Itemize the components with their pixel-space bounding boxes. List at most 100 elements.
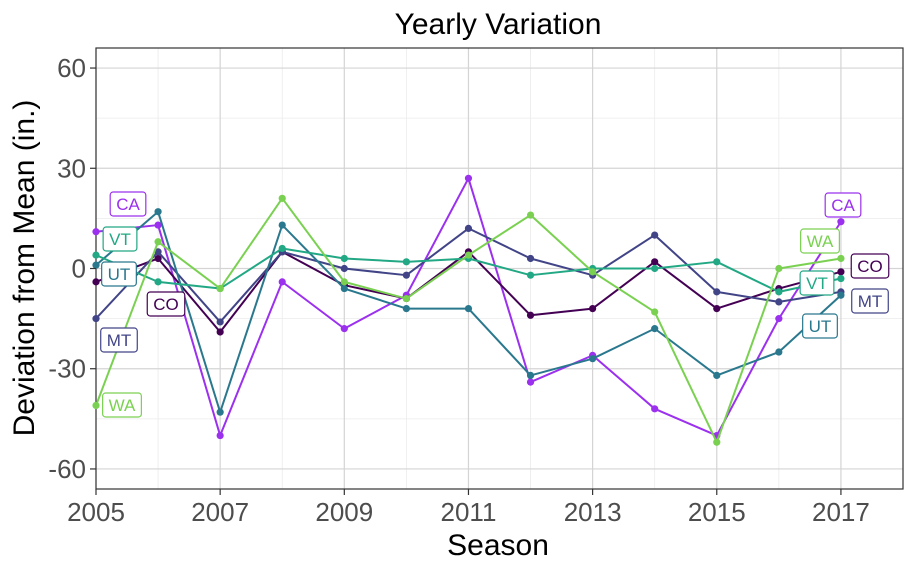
data-point-ut	[154, 208, 162, 216]
data-point-ut	[402, 304, 410, 313]
data-point-wa	[402, 294, 410, 303]
data-point-wa	[92, 401, 100, 410]
series-label-mt: MT	[100, 327, 138, 353]
data-point-ut	[340, 284, 348, 293]
data-point-mt	[402, 271, 410, 279]
data-point-co	[713, 304, 721, 313]
series-label-box	[851, 288, 889, 314]
data-point-ut	[651, 325, 659, 333]
data-point-ca	[92, 228, 100, 236]
series-label-box	[800, 228, 840, 254]
series-label-ca: CA	[109, 191, 147, 217]
data-point-co	[154, 254, 162, 263]
series-label-text: WA	[807, 232, 834, 251]
x-tick-label: 2017	[812, 497, 870, 527]
series-label-co: CO	[850, 253, 890, 279]
data-point-mt	[651, 231, 659, 239]
data-point-ut	[464, 304, 473, 313]
data-point-vt	[837, 274, 845, 283]
series-label-co: CO	[146, 291, 186, 317]
series-label-ut: UT	[101, 261, 137, 287]
data-point-vt	[340, 254, 348, 263]
data-point-ca	[526, 378, 535, 386]
x-tick-label: 2015	[688, 497, 746, 527]
series-label-wa: WA	[800, 228, 840, 254]
data-point-mt	[713, 288, 721, 296]
series-label-text: MT	[107, 331, 132, 350]
data-point-ca	[651, 405, 659, 413]
y-tick-label: -30	[48, 354, 86, 384]
data-point-wa	[340, 278, 348, 286]
data-point-wa	[713, 438, 721, 446]
axis-ticks: 2005 2007 2009 2011 2013 2015 2017 -60 -30 0 30 60	[48, 53, 869, 527]
y-axis-title: Deviation from Mean (in.)	[8, 100, 41, 437]
x-tick-label: 2005	[67, 497, 125, 527]
chart-title: Yearly Variation	[395, 8, 602, 41]
data-point-mt	[464, 224, 473, 233]
data-point-ca	[154, 221, 162, 229]
series-label-vt: VT	[102, 226, 138, 252]
data-point-wa	[589, 268, 597, 276]
data-point-vt	[154, 278, 162, 286]
data-point-ca	[216, 431, 224, 440]
data-point-wa	[775, 264, 783, 273]
series-label-box	[102, 392, 142, 418]
series-label-text: CA	[116, 195, 140, 214]
data-point-vt	[278, 244, 286, 253]
data-point-vt	[713, 258, 721, 266]
series-label-box	[824, 192, 862, 218]
data-point-wa	[216, 284, 224, 293]
data-point-co	[92, 278, 100, 286]
data-point-mt	[216, 318, 224, 326]
y-tick-label: 30	[57, 153, 86, 183]
data-point-ut	[92, 261, 100, 269]
data-point-mt	[340, 264, 348, 273]
series-labels: CA VT UT CO MT WA CA WA CO VT MT UT	[100, 191, 890, 418]
series-label-box	[802, 313, 838, 339]
data-point-mt	[154, 248, 162, 256]
data-point-vt	[402, 258, 410, 266]
data-point-co	[837, 268, 845, 276]
series-label-vt: VT	[799, 270, 835, 296]
data-point-ut	[775, 348, 783, 356]
x-tick-label: 2011	[441, 497, 497, 527]
data-point-wa	[526, 211, 535, 219]
data-point-wa	[651, 308, 659, 316]
data-point-vt	[526, 271, 535, 279]
series-label-text: UT	[809, 317, 832, 336]
data-point-ut	[713, 371, 721, 380]
series-label-text: CA	[831, 196, 855, 215]
data-point-co	[216, 328, 224, 336]
series-label-text: WA	[109, 396, 136, 415]
x-axis-title: Season	[447, 529, 549, 562]
data-point-vt	[92, 251, 100, 259]
data-point-vt	[651, 264, 659, 273]
series-label-wa: WA	[102, 392, 142, 418]
series-label-text: CO	[153, 295, 179, 314]
data-point-ut	[526, 371, 535, 380]
series-label-box	[146, 291, 186, 317]
series-label-box	[109, 191, 147, 217]
data-point-mt	[92, 315, 100, 323]
data-point-ca	[278, 278, 286, 286]
x-tick-label: 2013	[564, 497, 622, 527]
series-label-text: VT	[109, 230, 131, 249]
x-tick-label: 2009	[315, 497, 373, 527]
series-label-ut: UT	[802, 313, 838, 339]
series-label-text: MT	[858, 292, 883, 311]
data-point-ut	[216, 408, 224, 416]
series-label-text: VT	[806, 274, 828, 293]
x-tick-label: 2007	[191, 497, 249, 527]
y-tick-label: -60	[48, 454, 86, 484]
series-label-text: CO	[857, 257, 883, 276]
series-label-box	[102, 226, 138, 252]
series-label-box	[101, 261, 137, 287]
series-label-box	[799, 270, 835, 296]
series-label-mt: MT	[851, 288, 889, 314]
data-point-ut	[837, 291, 845, 299]
series-label-ca: CA	[824, 192, 862, 218]
series-label-box	[100, 327, 138, 353]
data-point-ut	[589, 355, 597, 363]
